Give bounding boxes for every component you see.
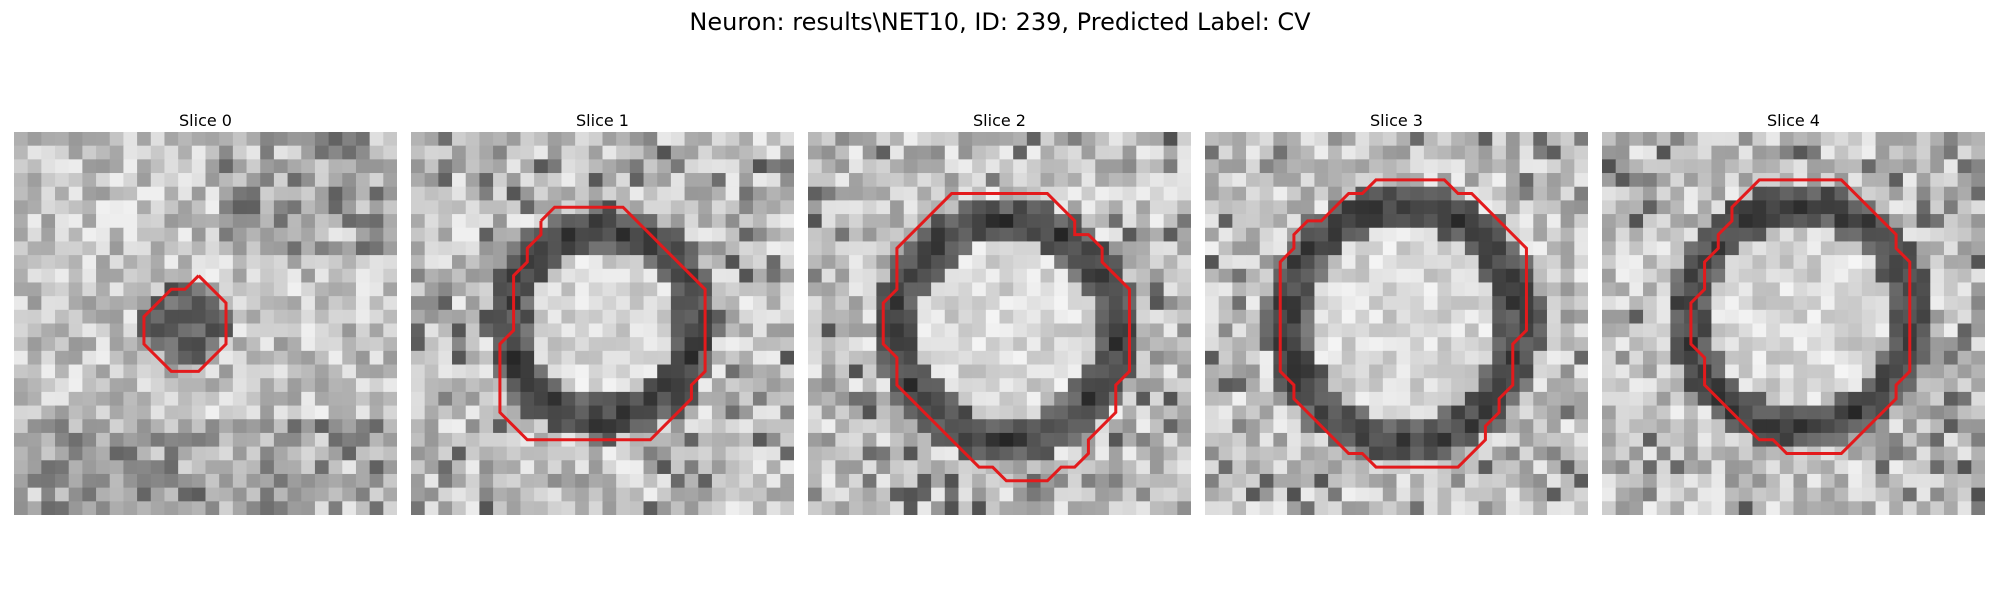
slice-image	[411, 132, 794, 515]
grayscale-micrograph	[1602, 132, 1985, 515]
figure-title: Neuron: results\NET10, ID: 239, Predicte…	[689, 8, 1311, 36]
slice-title: Slice 0	[179, 111, 232, 130]
slice-title: Slice 4	[1767, 111, 1820, 130]
grayscale-micrograph	[411, 132, 794, 515]
slice-title: Slice 2	[973, 111, 1026, 130]
grayscale-micrograph	[808, 132, 1191, 515]
slice-image	[1205, 132, 1588, 515]
slice-panel-1: Slice 1	[411, 110, 794, 515]
grayscale-micrograph	[14, 132, 397, 515]
predicted-contour	[498, 205, 707, 442]
slice-image	[808, 132, 1191, 515]
slice-title: Slice 1	[576, 111, 629, 130]
predicted-contour	[881, 192, 1131, 483]
slice-panel-2: Slice 2	[808, 110, 1191, 515]
slice-panel-0: Slice 0	[14, 110, 397, 515]
slice-image	[1602, 132, 1985, 515]
slice-panel-3: Slice 3	[1205, 110, 1588, 515]
slice-panel-4: Slice 4	[1602, 110, 1985, 515]
slice-title: Slice 3	[1370, 111, 1423, 130]
grayscale-micrograph	[1205, 132, 1588, 515]
predicted-contour	[1278, 178, 1528, 469]
predicted-contour	[1689, 178, 1912, 455]
predicted-contour	[142, 274, 228, 373]
slice-image	[14, 132, 397, 515]
